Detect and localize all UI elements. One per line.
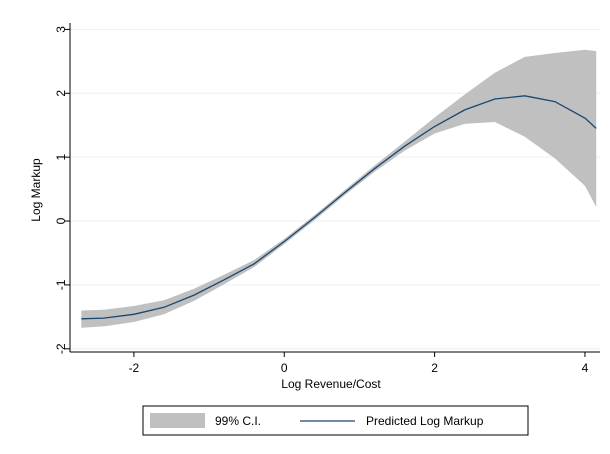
legend-band-swatch <box>150 413 205 428</box>
y-tick-label-5: 3 <box>54 26 68 33</box>
confidence-band-layer <box>81 49 597 328</box>
prediction-line-layer <box>81 95 597 320</box>
gridlines <box>70 28 600 350</box>
x-tick-label-3: 4 <box>582 361 589 375</box>
x-tick-label-0: -2 <box>129 361 140 375</box>
legend: 99% C.I. Predicted Log Markup <box>142 405 529 436</box>
y-axis-title: Log Markup <box>29 158 43 222</box>
x-tick-label-2: 2 <box>431 361 438 375</box>
confidence-band <box>81 49 597 328</box>
tick-marks-and-labels: -2 0 2 4 -2 -1 0 1 2 3 <box>54 26 589 375</box>
axes <box>69 23 600 353</box>
x-tick-label-1: 0 <box>281 361 288 375</box>
x-axis-title: Log Revenue/Cost <box>281 377 381 391</box>
y-tick-label-4: 2 <box>54 90 68 97</box>
y-tick-label-3: 1 <box>54 154 68 161</box>
y-tick-label-1: -1 <box>54 279 68 290</box>
legend-label-ci: 99% C.I. <box>215 414 261 428</box>
y-tick-label-0: -2 <box>54 343 68 354</box>
y-tick-label-2: 0 <box>54 217 68 224</box>
prediction-line <box>81 95 597 320</box>
legend-label-prediction: Predicted Log Markup <box>366 414 484 428</box>
